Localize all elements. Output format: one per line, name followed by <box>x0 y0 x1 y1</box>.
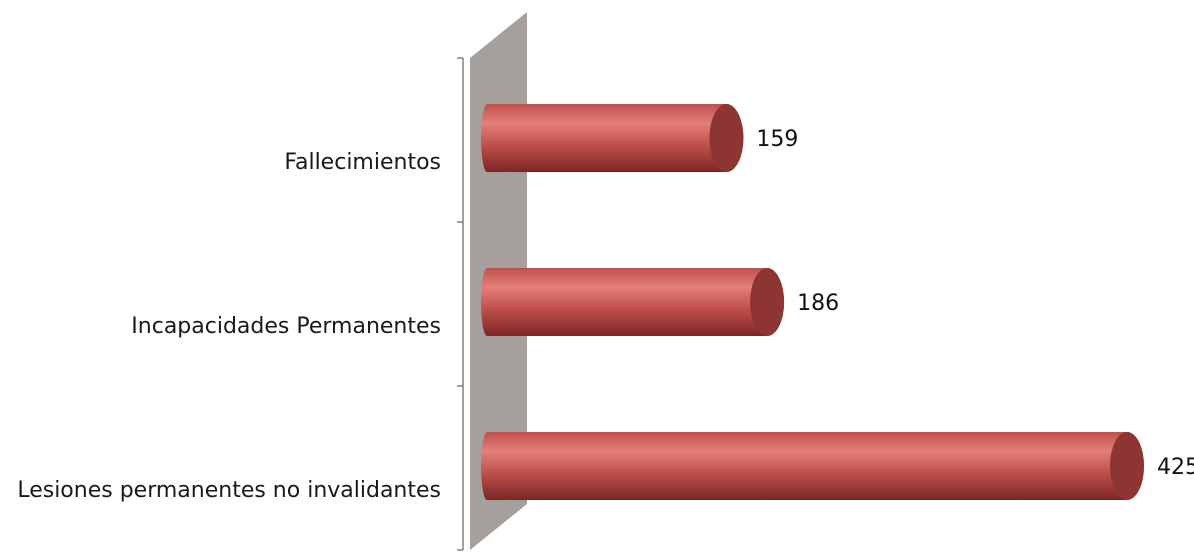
bar-body <box>481 432 1144 500</box>
bar <box>481 104 744 172</box>
data-label: 425 <box>1157 455 1194 480</box>
category-label: Lesiones permanentes no invalidantes <box>17 478 441 503</box>
bar-body <box>481 104 744 172</box>
data-label: 159 <box>756 127 798 152</box>
bar-end-cap <box>1110 432 1144 500</box>
bar-end-cap <box>709 104 744 172</box>
data-label: 186 <box>797 291 839 316</box>
bar-body <box>481 268 785 336</box>
bar <box>481 268 785 336</box>
bar-end-cap <box>750 268 785 336</box>
bar <box>481 432 1144 500</box>
category-label: Fallecimientos <box>284 150 441 175</box>
category-label: Incapacidades Permanentes <box>131 314 441 339</box>
